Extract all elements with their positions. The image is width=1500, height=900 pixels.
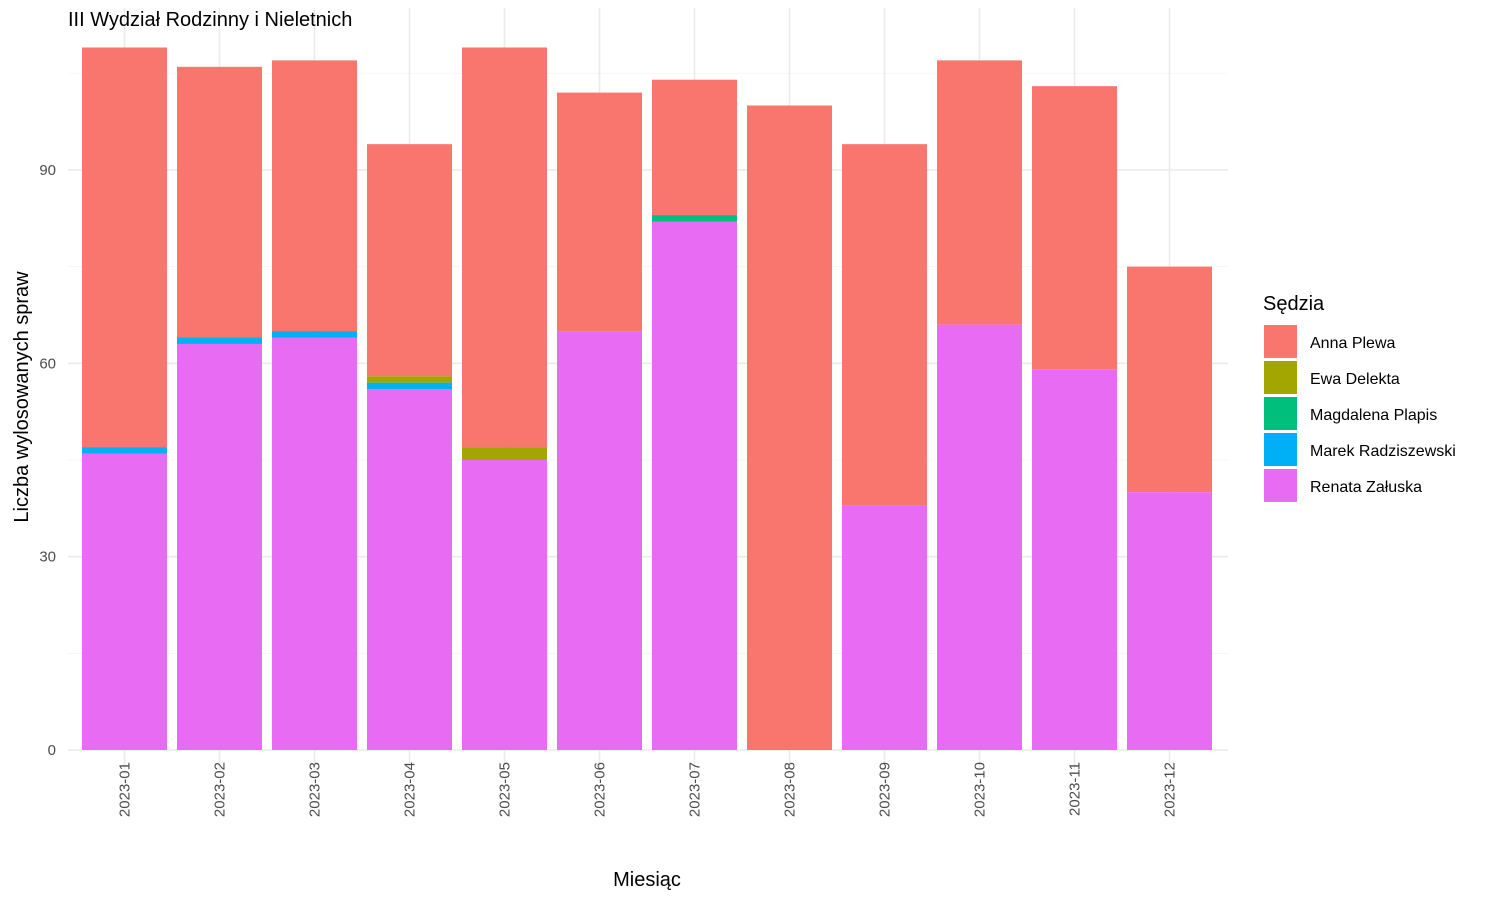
legend-label: Renata Załuska [1310,479,1422,496]
bar-segment [82,447,167,454]
y-axis-ticks: 0 30 60 90 [39,162,56,759]
bar-segment [652,79,737,216]
x-tick-label: 2023-11 [1067,762,1084,816]
bar-segment [747,105,832,750]
bars [82,47,1212,750]
bar-segment [367,382,452,390]
x-axis-ticks: 2023-01 2023-02 2023-03 2023-04 2023-05 2023-… [117,762,1179,817]
bar-segment [177,343,262,750]
legend-title: Sędzia [1263,293,1325,315]
legend-label: Ewa Delekta [1310,371,1400,388]
bar-segment [82,453,167,750]
bar-segment [272,60,357,332]
x-tick-label: 2023-09 [877,762,894,817]
bar-segment [557,92,642,332]
bar-segment [272,337,357,750]
y-tick-label: 60 [39,355,56,372]
bar-segment [842,144,927,506]
legend-swatch [1264,325,1297,358]
bar-segment [1032,369,1117,750]
bar-segment [462,459,547,750]
y-tick-label: 90 [39,162,56,179]
y-tick-label: 30 [39,549,56,566]
bar-segment [367,144,452,377]
legend-label: Anna Plewa [1310,335,1395,352]
x-tick-label: 2023-04 [402,762,419,817]
legend-swatch [1264,397,1297,430]
x-tick-label: 2023-03 [307,762,324,817]
legend-label: Magdalena Plapis [1310,407,1437,424]
bar-segment [1127,266,1212,493]
bar-segment [177,337,262,344]
x-tick-label: 2023-12 [1162,762,1179,817]
bar-segment [367,389,452,750]
bar-segment [937,60,1022,325]
bar-segment [557,331,642,750]
x-tick-label: 2023-08 [782,762,799,817]
bar-segment [82,47,167,448]
x-axis-title: Miesiąc [613,869,681,891]
legend-swatch [1264,469,1297,502]
bar-segment [1032,86,1117,370]
x-tick-label: 2023-07 [687,762,704,817]
x-tick-label: 2023-02 [212,762,229,817]
bar-segment [462,47,547,448]
x-tick-label: 2023-05 [497,762,514,817]
legend: Sędzia Anna Plewa Ewa Delekta Magdalena Pl… [1263,293,1456,502]
bar-segment [272,331,357,338]
x-tick-label: 2023-06 [592,762,609,817]
y-tick-label: 0 [48,742,56,759]
legend-swatch [1264,361,1297,394]
bar-segment [652,215,737,222]
x-tick-label: 2023-10 [972,762,989,817]
chart-title: III Wydział Rodzinny i Nieletnich [68,9,352,31]
bar-segment [842,505,927,750]
y-axis-title: Liczba wylosowanych spraw [11,271,33,523]
bar-segment [1127,492,1212,750]
legend-label: Marek Radziszewski [1310,443,1456,460]
bar-segment [652,221,737,750]
bar-segment [462,447,547,460]
legend-swatch [1264,433,1297,466]
bar-segment [177,66,262,338]
x-tick-label: 2023-01 [117,762,134,817]
bar-segment [937,324,1022,750]
bar-segment [367,376,452,383]
